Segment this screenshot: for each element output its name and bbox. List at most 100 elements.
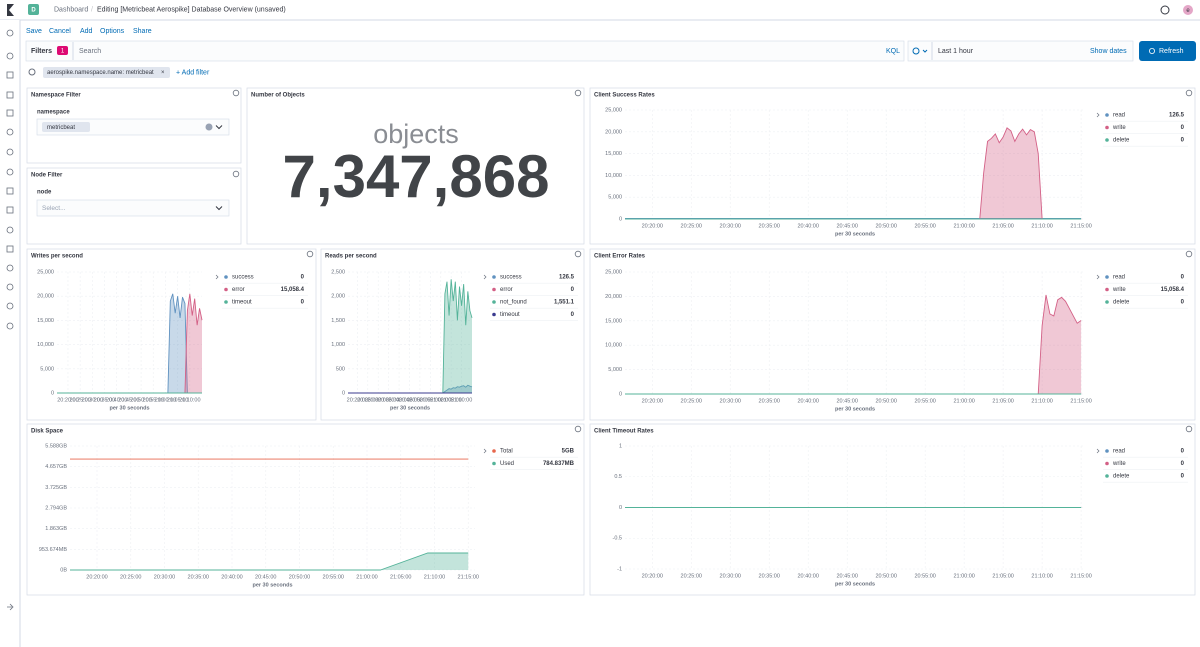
filter-pill[interactable] (43, 67, 170, 78)
legend-name[interactable]: delete (1113, 474, 1130, 480)
legend-swatch (1105, 449, 1109, 453)
legend-name[interactable]: timeout (232, 300, 252, 306)
panel-gear[interactable] (306, 250, 314, 258)
user-avatar[interactable] (1183, 5, 1193, 15)
y-tick-label: 3.725GB (45, 485, 67, 491)
legend-name[interactable]: delete (1113, 138, 1130, 144)
clear-button[interactable] (205, 123, 213, 131)
legend-name[interactable]: delete (1113, 300, 1130, 306)
legend-toggle[interactable] (483, 448, 487, 454)
breadcrumb-separator: / (91, 6, 93, 13)
time-picker[interactable] (907, 40, 1134, 62)
menu-item[interactable]: Options (100, 28, 125, 35)
search-placeholder[interactable]: Search (79, 48, 101, 55)
help-icon[interactable] (1160, 5, 1170, 15)
legend-name[interactable]: Used (500, 461, 514, 467)
x-tick-label: 20:35:00 (188, 574, 209, 580)
legend-name[interactable]: Total (500, 449, 513, 455)
combo-box[interactable] (36, 199, 230, 217)
legend-name[interactable]: error (232, 287, 245, 293)
query-language[interactable]: KQL (886, 48, 900, 55)
legend-name[interactable]: write (1112, 287, 1126, 293)
legend-toggle[interactable] (483, 274, 487, 280)
menu-item[interactable]: Add (80, 28, 93, 35)
series-line (625, 294, 1082, 395)
selected-value: metricbeat (47, 125, 75, 131)
y-tick-label: 20,000 (605, 129, 622, 135)
filter-pill-label: aerospike.namespace.name: metricbeat (47, 70, 154, 76)
nav-icons[interactable] (6, 29, 14, 611)
legend-name[interactable]: timeout (500, 312, 520, 318)
legend-name[interactable]: read (1113, 275, 1125, 281)
panel-gear[interactable] (1185, 250, 1193, 258)
legend-toggle[interactable] (1096, 448, 1100, 454)
y-tick-label: 0 (342, 390, 345, 396)
y-tick-label: 0 (51, 390, 54, 396)
menu-item[interactable]: Save (26, 28, 42, 35)
y-tick-label: -1 (617, 566, 622, 572)
x-tick-label: 20:50:00 (875, 223, 896, 229)
panel-gear[interactable] (574, 250, 582, 258)
x-tick-label: 21:10:00 (424, 574, 445, 580)
refresh-button[interactable] (1139, 41, 1196, 61)
panel-title: Client Timeout Rates (594, 429, 654, 435)
y-tick-label: -0.5 (613, 536, 622, 542)
y-tick-label: 500 (336, 366, 345, 372)
x-tick-label: 21:10:00 (1031, 223, 1052, 229)
x-tick-label: 21:10:00 (1031, 573, 1052, 579)
legend-name[interactable]: success (500, 275, 522, 281)
panel (26, 248, 317, 421)
search-bar[interactable] (25, 40, 905, 62)
x-tick-label: 20:25:00 (357, 397, 378, 403)
x-tick-label: 20:40:00 (221, 574, 242, 580)
panel-title: Namespace Filter (31, 93, 81, 99)
selected-option (42, 122, 90, 132)
x-tick-label: 20:35:00 (378, 397, 399, 403)
legend-name[interactable]: read (1113, 113, 1125, 119)
legend-name[interactable]: write (1112, 461, 1126, 467)
x-tick-label: 20:50:00 (130, 397, 151, 403)
chevron[interactable] (215, 206, 223, 211)
breadcrumb[interactable]: Dashboard (54, 6, 88, 13)
x-tick-label: 20:50:00 (409, 397, 430, 403)
x-tick-label: 20:55:00 (323, 574, 344, 580)
panel-gears[interactable] (232, 89, 582, 178)
legend-name[interactable]: error (500, 287, 513, 293)
x-tick-label: 20:50:00 (875, 573, 896, 579)
legend-toggle[interactable] (1096, 112, 1100, 118)
legend-toggle[interactable] (215, 274, 219, 280)
filter-settings[interactable] (28, 68, 36, 76)
filters-label[interactable]: Filters (31, 48, 52, 55)
legend-value: 126.5 (559, 275, 575, 281)
menu-item[interactable]: Cancel (49, 28, 71, 35)
panel-gear[interactable] (1185, 89, 1193, 97)
panel-gear[interactable] (1185, 425, 1193, 433)
legend-swatch (492, 461, 496, 466)
user-initial: e (1186, 8, 1190, 14)
time-range[interactable]: Last 1 hour (938, 48, 974, 55)
legend-name[interactable]: read (1113, 449, 1125, 455)
space-avatar[interactable] (28, 4, 39, 15)
menu-item[interactable]: Share (133, 28, 152, 35)
legend-value: 0 (1181, 275, 1185, 281)
x-tick-label: 20:35:00 (759, 573, 780, 579)
panel-gear[interactable] (574, 425, 582, 433)
y-tick-label: 10,000 (605, 343, 622, 349)
show-dates[interactable]: Show dates (1090, 48, 1127, 55)
chevron[interactable] (215, 125, 223, 130)
legend-name[interactable]: not_found (500, 300, 527, 306)
y-tick-label: 5.588GB (45, 443, 67, 449)
legend-name[interactable]: write (1112, 125, 1126, 131)
panel (246, 87, 585, 245)
panel (26, 423, 585, 596)
legend-toggle[interactable] (1096, 274, 1100, 280)
y-tick-label: 0 (619, 505, 622, 511)
panel-title: Number of Objects (251, 93, 305, 99)
legend-name[interactable]: success (232, 275, 254, 281)
panel (589, 248, 1196, 421)
legend-value: 0 (1181, 300, 1185, 306)
logo[interactable] (7, 4, 14, 16)
filter-pill-remove[interactable]: × (161, 70, 165, 76)
legend-swatch (224, 300, 228, 304)
add-filter[interactable]: + Add filter (176, 69, 210, 76)
